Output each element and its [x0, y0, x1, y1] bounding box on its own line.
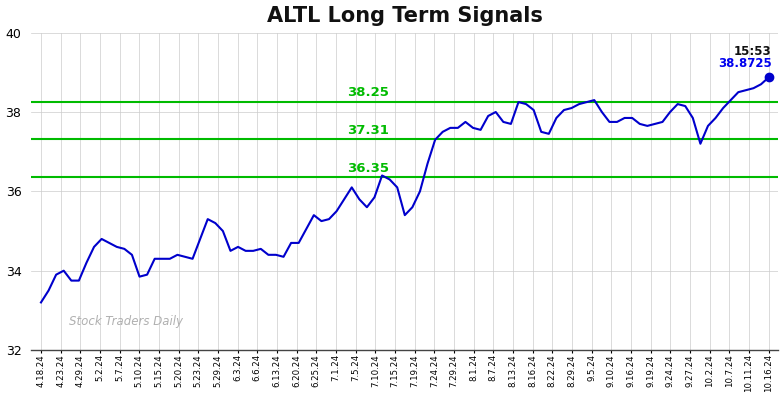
Title: ALTL Long Term Signals: ALTL Long Term Signals: [267, 6, 543, 25]
Text: 37.31: 37.31: [347, 124, 388, 137]
Text: 38.25: 38.25: [347, 86, 388, 100]
Text: 15:53: 15:53: [734, 45, 771, 58]
Text: 36.35: 36.35: [347, 162, 389, 175]
Text: Stock Traders Daily: Stock Traders Daily: [68, 315, 183, 328]
Text: 38.8725: 38.8725: [718, 57, 771, 70]
Point: [762, 74, 775, 80]
